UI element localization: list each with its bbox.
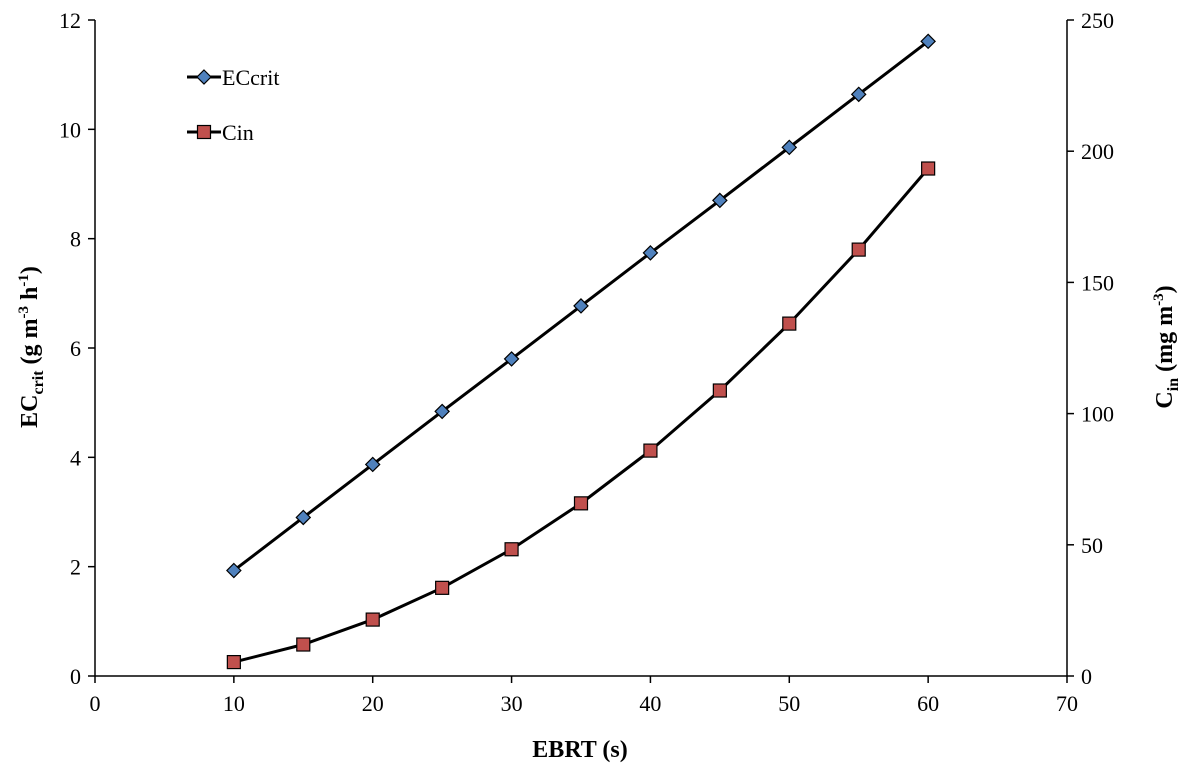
series-eccrit: [226, 33, 936, 579]
y-right-tick-label: 150: [1081, 270, 1114, 295]
data-point-eccrit: [781, 139, 798, 156]
x-tick-label: 70: [1056, 691, 1078, 716]
x-axis-title: EBRT (s): [532, 737, 627, 763]
data-point-cin: [365, 612, 380, 627]
legend-label: ECcrit: [222, 65, 279, 90]
y-axis-right-title: Cin (mg m-3): [1151, 285, 1182, 408]
y-left-tick-label: 6: [70, 336, 81, 361]
data-point-eccrit: [295, 509, 312, 526]
data-point-eccrit: [573, 298, 589, 314]
data-point-cin: [782, 316, 797, 331]
y-right-tick-label: 200: [1081, 139, 1114, 164]
y-left-tick-label: 12: [59, 8, 81, 33]
data-point-eccrit: [434, 403, 450, 420]
data-point-cin: [643, 443, 658, 458]
data-point-eccrit: [712, 192, 728, 209]
data-point-cin: [573, 496, 589, 511]
x-tick-label: 60: [917, 691, 939, 716]
data-point-eccrit: [226, 562, 242, 579]
y-right-tick-label: 100: [1081, 402, 1114, 427]
legend-entry-cin: Cin: [187, 120, 254, 145]
data-point-eccrit: [850, 86, 867, 103]
y-right-tick-label: 50: [1081, 533, 1103, 558]
data-point-cin: [435, 580, 450, 595]
data-point-cin: [504, 542, 519, 557]
data-point-cin: [296, 637, 311, 652]
legend-marker: [196, 124, 212, 140]
y-left-tick-label: 0: [70, 664, 81, 689]
legend-entry-eccrit: ECcrit: [187, 65, 279, 90]
legend-marker: [196, 69, 212, 85]
series-line-cin: [233, 167, 930, 664]
y-left-tick-label: 8: [70, 227, 81, 252]
series-layer: [226, 33, 936, 670]
y-right-tick-label: 250: [1081, 8, 1114, 33]
data-point-cin: [712, 383, 727, 398]
data-point-eccrit: [364, 456, 381, 473]
x-tick-label: 20: [362, 691, 384, 716]
x-tick-label: 0: [90, 691, 101, 716]
legend-label: Cin: [222, 120, 254, 145]
series-cin: [226, 161, 936, 670]
data-point-eccrit: [503, 351, 520, 367]
x-tick-label: 50: [778, 691, 800, 716]
data-point-cin: [851, 242, 866, 257]
data-point-eccrit: [920, 33, 936, 50]
x-tick-label: 30: [501, 691, 523, 716]
y-left-tick-label: 2: [70, 555, 81, 580]
data-point-eccrit: [642, 245, 659, 261]
y-left-tick-label: 4: [70, 445, 81, 470]
data-point-cin: [226, 654, 241, 670]
legend: ECcrit Cin: [187, 65, 279, 145]
y-right-tick-label: 0: [1081, 664, 1092, 689]
y-axis-left-title: ECcrit (g m-3 h-1): [16, 266, 47, 428]
y-left-tick-label: 10: [59, 117, 81, 142]
data-point-cin: [921, 161, 936, 176]
x-tick-label: 10: [223, 691, 245, 716]
x-tick-label: 40: [639, 691, 661, 716]
